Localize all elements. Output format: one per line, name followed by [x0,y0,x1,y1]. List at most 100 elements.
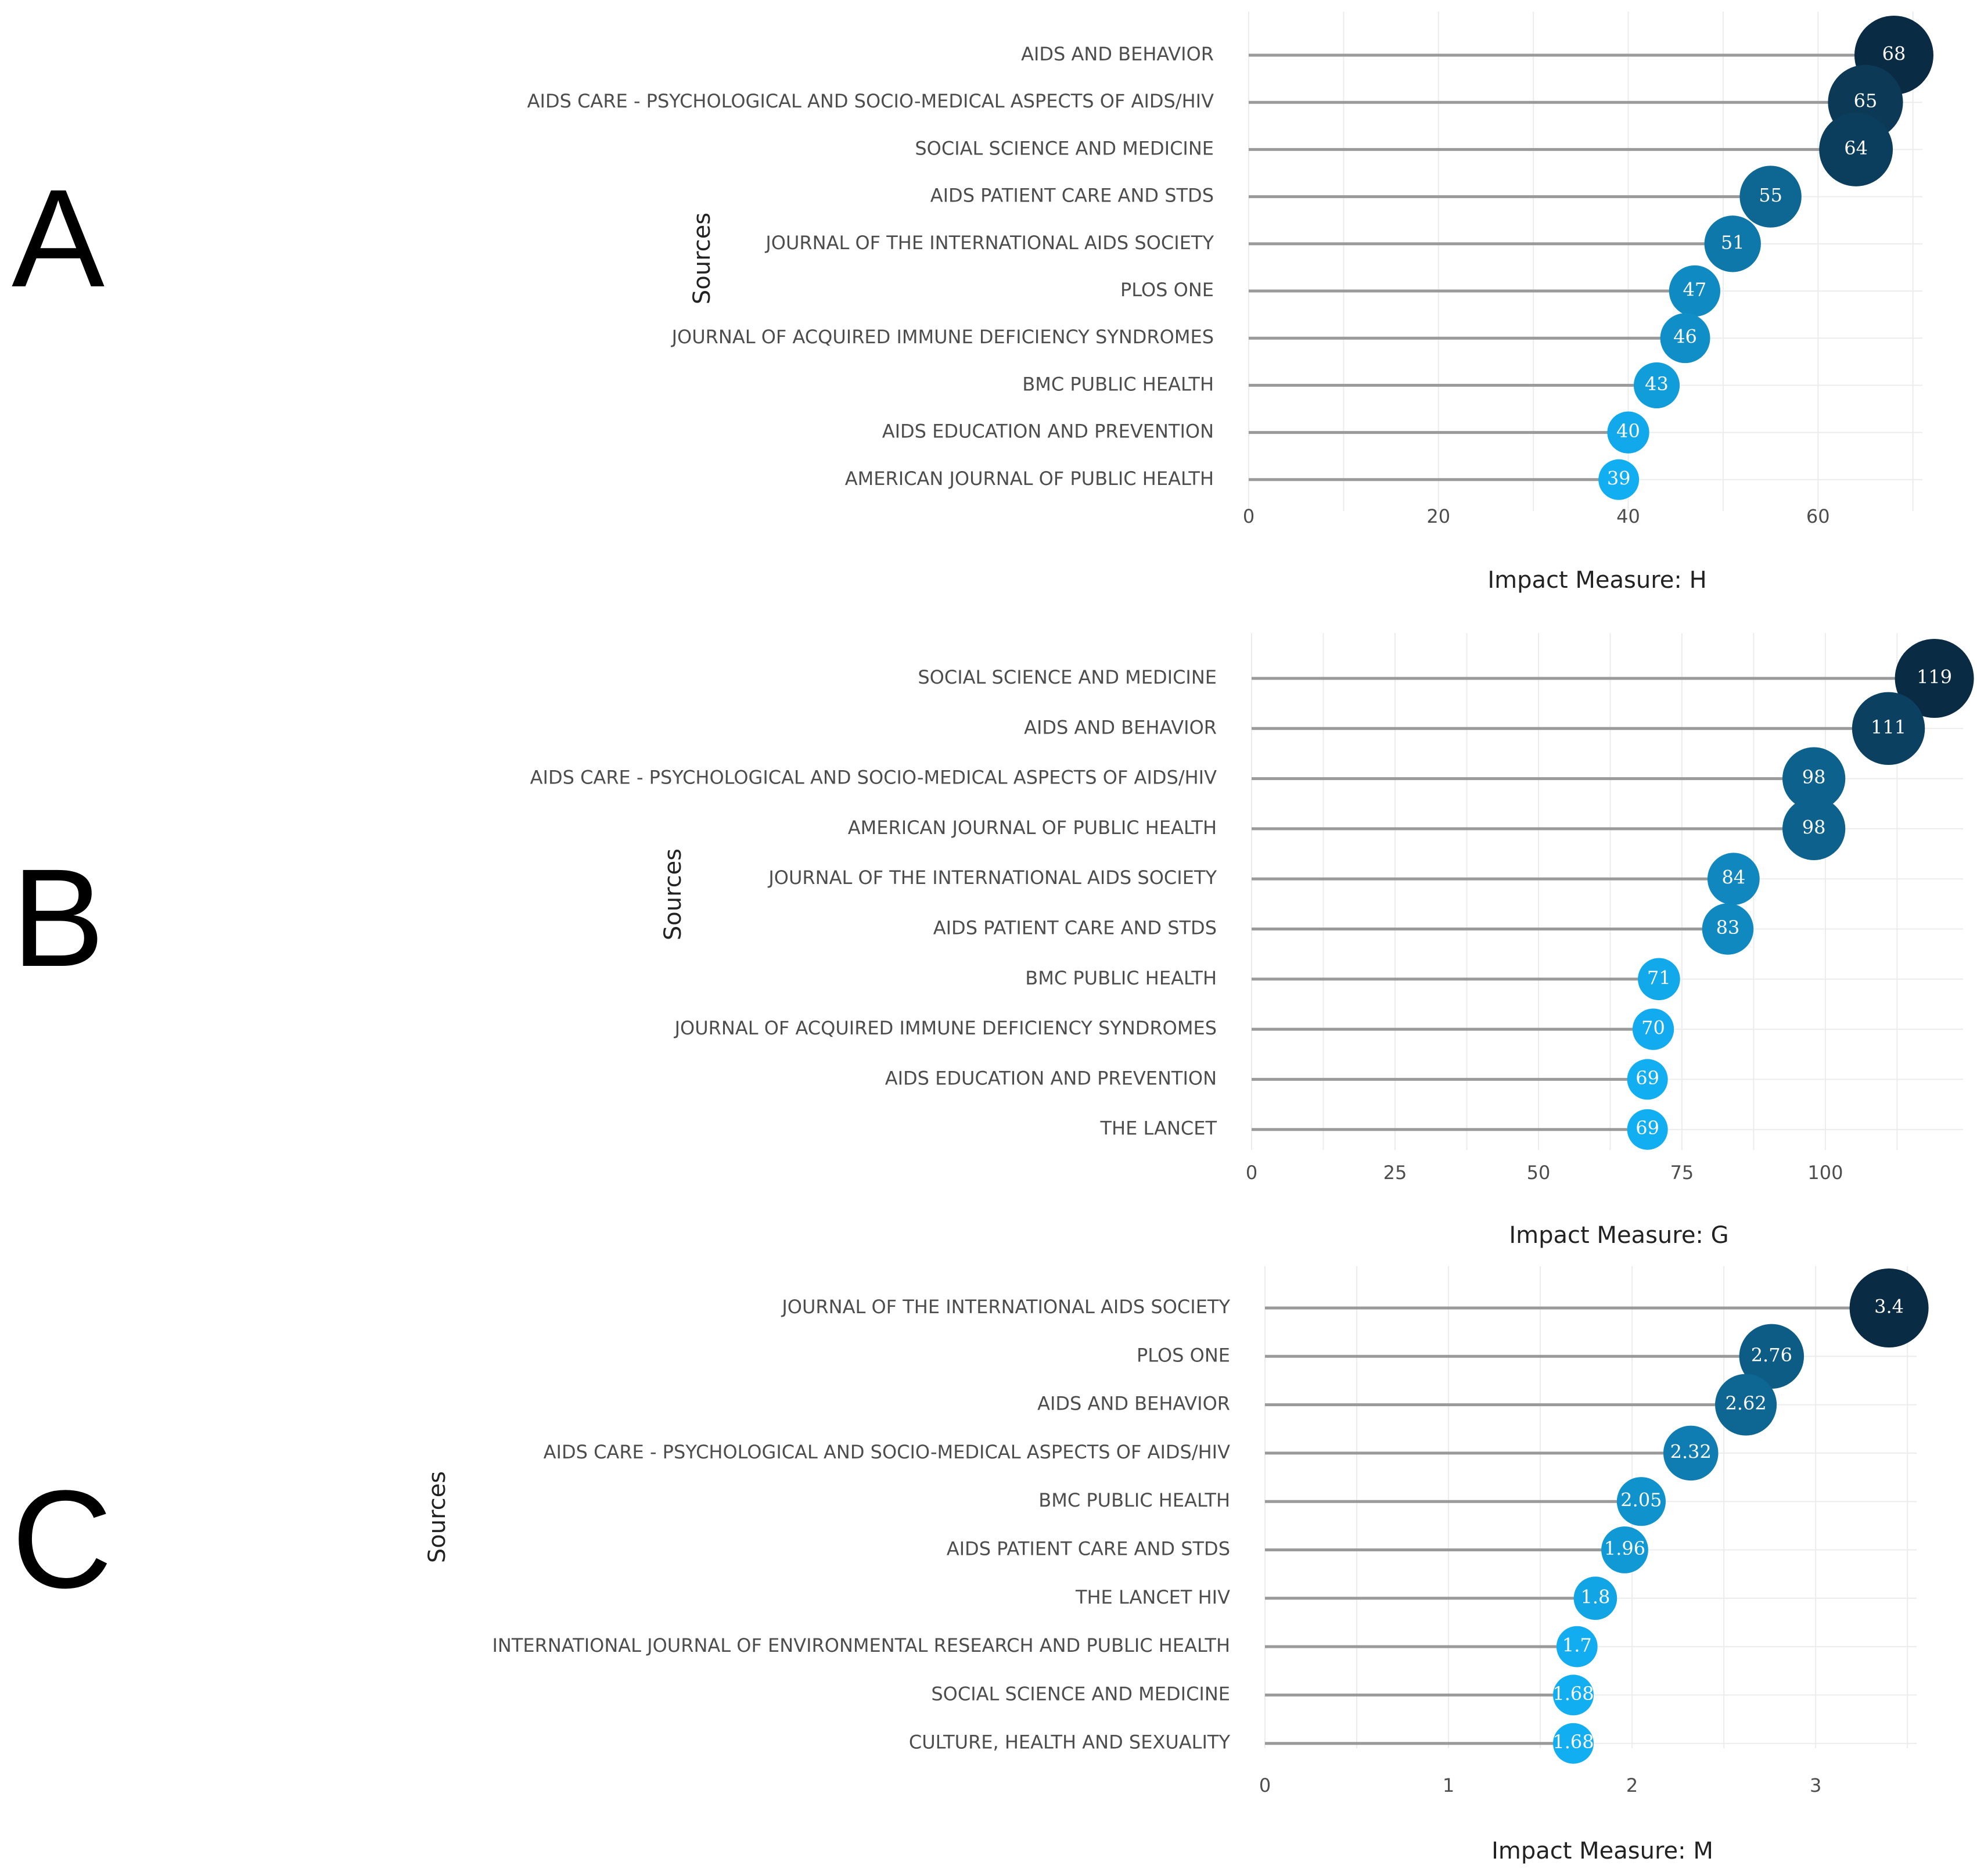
category-label: CULTURE, HEALTH AND SEXUALITY [909,1731,1231,1753]
lollipop-dot [1638,958,1680,1001]
value-label: 2.05 [1620,1489,1662,1511]
chart-m-index: 0 1 2 3 Sources Impact Measure: M JOURNAL OF T… [424,1266,1929,1864]
value-label: 46 [1673,326,1697,348]
lollipop-dot [1739,1324,1805,1389]
value-label: 51 [1721,231,1745,253]
lollipop-dot [1852,692,1925,766]
x-axis-title: Impact Measure: G [1509,1222,1728,1249]
x-tick-label: 0 [1243,505,1255,527]
lollipop-dot [1627,1059,1668,1100]
x-axis-title: Impact Measure: M [1491,1838,1713,1864]
value-label: 111 [1871,716,1906,738]
category-label: THE LANCET [1100,1117,1217,1140]
lollipop-dot [1782,747,1846,810]
category-label: AIDS CARE - PSYCHOLOGICAL AND SOCIO-MEDI… [530,767,1217,789]
value-label: 65 [1854,90,1878,112]
lollipop-dot [1782,797,1846,861]
lollipop-dot [1819,112,1893,186]
value-label: 119 [1917,666,1952,688]
value-label: 43 [1645,373,1669,395]
category-label: AIDS PATIENT CARE AND STDS [947,1538,1230,1560]
value-label: 3.4 [1874,1296,1904,1318]
category-label: AMERICAN JOURNAL OF PUBLIC HEALTH [845,468,1214,490]
chart-h-index: 0 20 40 60 Sources Impact Measure: H AIDS AND … [527,12,1933,594]
category-label: AIDS PATIENT CARE AND STDS [930,185,1214,207]
lollipop-dot [1598,459,1640,500]
value-label: 84 [1721,867,1745,889]
panel-letter-a: A [12,160,105,316]
x-axis-title: Impact Measure: H [1487,567,1706,594]
lollipop-dot [1660,313,1710,364]
lollipop-dot [1616,1477,1666,1526]
category-label: AIDS PATIENT CARE AND STDS [933,917,1217,939]
value-label: 98 [1802,766,1826,788]
value-label: 2.76 [1751,1344,1792,1366]
category-label: INTERNATIONAL JOURNAL OF ENVIRONMENTAL R… [492,1634,1230,1656]
y-axis-title: Sources [424,1471,451,1563]
category-label: BMC PUBLIC HEALTH [1038,1489,1230,1511]
x-tick-label: 0 [1246,1162,1257,1184]
value-label: 69 [1635,1067,1659,1089]
category-label: JOURNAL OF THE INTERNATIONAL AIDS SOCIET… [764,232,1214,254]
lollipop-dot [1663,1425,1719,1481]
category-label: AIDS AND BEHAVIOR [1024,716,1217,738]
y-axis-title: Sources [689,213,716,304]
lollipop-dot [1739,166,1802,228]
value-label: 47 [1683,279,1707,301]
category-label: JOURNAL OF THE INTERNATIONAL AIDS SOCIET… [781,1296,1230,1318]
value-label: 68 [1882,43,1906,65]
lollipop-dot [1607,411,1649,454]
lollipop-dot [1702,903,1754,955]
value-label: 2.62 [1725,1392,1766,1414]
category-label: JOURNAL OF ACQUIRED IMMUNE DEFICIENCY SY… [674,1017,1217,1039]
category-label: AMERICAN JOURNAL OF PUBLIC HEALTH [848,817,1217,839]
category-label: BMC PUBLIC HEALTH [1025,967,1217,989]
value-label: 71 [1647,966,1671,989]
value-label: 2.32 [1670,1440,1712,1462]
x-tick-label: 40 [1616,505,1640,527]
category-label: AIDS AND BEHAVIOR [1021,43,1214,65]
value-label: 1.8 [1580,1586,1610,1608]
lollipop-dot [1715,1374,1777,1436]
lollipop-dot [1633,362,1680,408]
value-label: 40 [1616,420,1640,442]
value-label: 70 [1641,1017,1665,1039]
x-tick-label: 2 [1626,1774,1638,1796]
category-label: SOCIAL SCIENCE AND MEDICINE [918,666,1217,688]
chart-g-index: 0 25 50 75 100 Sources Impact Measure: G SOCIAL… [530,633,1974,1249]
lollipop-dot [1895,639,1974,718]
value-label: 83 [1716,917,1740,939]
value-label: 39 [1607,467,1631,489]
x-tick-label: 75 [1670,1162,1694,1184]
value-label: 1.96 [1604,1537,1645,1559]
panel-a: A 0 20 40 60 Sources Impact Measure: H AIDS AN… [0,0,1977,610]
lollipop-dot [1601,1526,1648,1573]
x-tick-label: 0 [1259,1774,1271,1796]
category-label: JOURNAL OF ACQUIRED IMMUNE DEFICIENCY SY… [671,326,1214,348]
panel-letter-c: C [12,1461,113,1617]
category-label: AIDS CARE - PSYCHOLOGICAL AND SOCIO-MEDI… [527,90,1214,112]
category-label: SOCIAL SCIENCE AND MEDICINE [915,137,1214,159]
lollipop-dot [1552,1723,1594,1764]
category-label: AIDS AND BEHAVIOR [1037,1393,1230,1415]
panel-c: C 0 1 2 3 Sources Impact Measure: M JOURNAL OF… [0,1249,1977,1876]
x-tick-label: 50 [1527,1162,1551,1184]
category-label: PLOS ONE [1120,279,1214,301]
value-label: 69 [1635,1117,1659,1139]
category-label: AIDS EDUCATION AND PREVENTION [882,421,1214,443]
lollipop-dot [1669,265,1720,317]
category-label: SOCIAL SCIENCE AND MEDICINE [931,1683,1230,1705]
y-axis-title: Sources [660,849,686,940]
value-label: 1.7 [1562,1634,1592,1656]
category-label: THE LANCET HIV [1075,1586,1230,1608]
category-label: PLOS ONE [1137,1344,1230,1366]
x-tick-label: 100 [1807,1162,1843,1184]
lollipop-dot [1849,1268,1929,1347]
panel-letter-b: B [12,840,105,995]
lollipop-dot [1707,853,1760,905]
value-label: 64 [1844,137,1868,159]
value-label: 1.68 [1552,1683,1594,1705]
category-label: AIDS EDUCATION AND PREVENTION [885,1067,1217,1089]
x-tick-label: 60 [1806,505,1830,527]
x-tick-label: 20 [1426,505,1450,527]
